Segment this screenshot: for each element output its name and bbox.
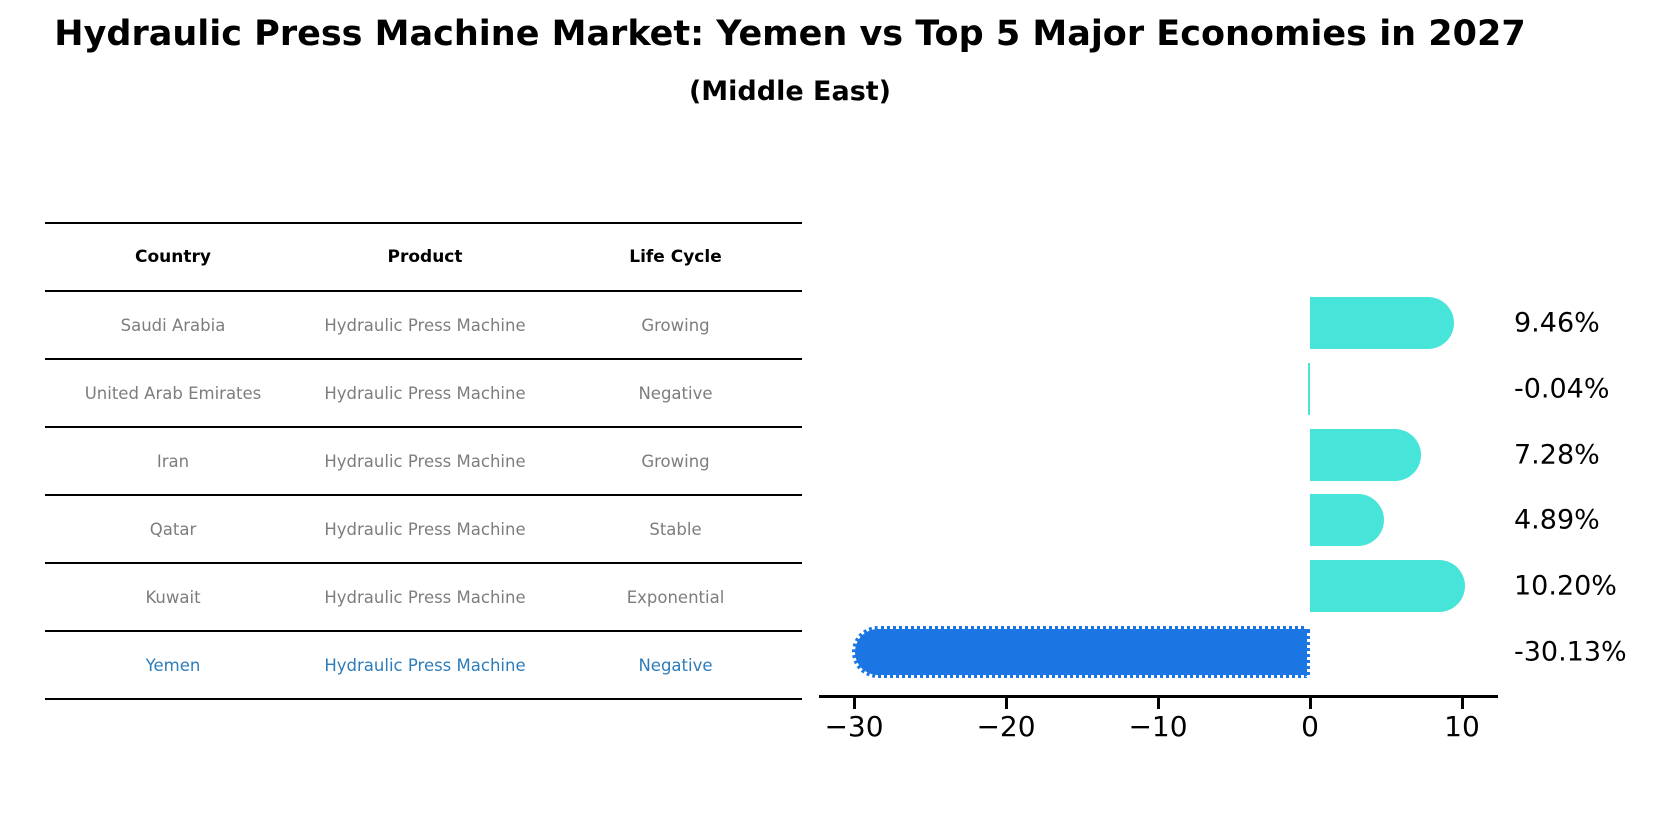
bar-qatar [1310, 494, 1385, 547]
table-row-united-arab-emirates: United Arab Emirates Hydraulic Press Mac… [45, 359, 802, 428]
x-tick-label--20: −20 [976, 710, 1036, 743]
x-tick-mark-10 [1460, 697, 1464, 709]
value-label-kuwait: 10.20% [1514, 570, 1617, 602]
cell-life-cycle: Stable [549, 495, 802, 564]
cell-life-cycle: Exponential [549, 563, 802, 632]
cell-product: Hydraulic Press Machine [301, 427, 549, 496]
bar-iran [1310, 428, 1421, 481]
cell-country: Yemen [45, 631, 301, 700]
cell-product: Hydraulic Press Machine [301, 291, 549, 360]
cell-country: Saudi Arabia [45, 291, 301, 360]
bar-yemen [852, 626, 1310, 678]
x-tick-mark--10 [1156, 697, 1160, 709]
x-axis-line [819, 694, 1498, 698]
cell-country: Kuwait [45, 563, 301, 632]
country-table: Country Product Life Cycle Saudi Arabia … [45, 222, 802, 700]
value-label-iran: 7.28% [1514, 439, 1600, 471]
table-row-kuwait: Kuwait Hydraulic Press Machine Exponenti… [45, 563, 802, 632]
value-label-qatar: 4.89% [1514, 504, 1600, 536]
cell-life-cycle: Growing [549, 427, 802, 496]
chart-subtitle: (Middle East) [688, 76, 892, 107]
table-row-iran: Iran Hydraulic Press Machine Growing [45, 427, 802, 496]
cell-life-cycle: Negative [549, 631, 802, 700]
x-tick-mark-0 [1308, 697, 1312, 709]
cell-life-cycle: Negative [549, 359, 802, 428]
table-row-saudi-arabia: Saudi Arabia Hydraulic Press Machine Gro… [45, 291, 802, 360]
x-tick-mark--30 [852, 697, 856, 709]
cell-product: Hydraulic Press Machine [301, 631, 549, 700]
cell-product: Hydraulic Press Machine [301, 359, 549, 428]
x-tick-label-10: 10 [1444, 710, 1480, 743]
x-tick-label--30: −30 [824, 710, 884, 743]
x-tick-mark--20 [1004, 697, 1008, 709]
table-header-row: Country Product Life Cycle [45, 223, 802, 292]
bar-saudi-arabia [1310, 297, 1454, 349]
header-life-cycle: Life Cycle [549, 223, 802, 292]
value-label-yemen: -30.13% [1514, 636, 1627, 668]
table-row-qatar: Qatar Hydraulic Press Machine Stable [45, 495, 802, 564]
cell-product: Hydraulic Press Machine [301, 563, 549, 632]
cell-country: Iran [45, 427, 301, 496]
value-label-united-arab-emirates: -0.04% [1514, 373, 1610, 405]
x-tick-label-0: 0 [1301, 710, 1319, 743]
table-row-yemen: Yemen Hydraulic Press Machine Negative [45, 631, 802, 700]
bar-united-arab-emirates [1307, 362, 1310, 415]
cell-product: Hydraulic Press Machine [301, 495, 549, 564]
value-label-saudi-arabia: 9.46% [1514, 307, 1600, 339]
x-tick-label--10: −10 [1128, 710, 1188, 743]
cell-life-cycle: Growing [549, 291, 802, 360]
header-country: Country [45, 223, 301, 292]
bar-kuwait [1310, 560, 1466, 613]
chart-title: Hydraulic Press Machine Market: Yemen vs… [54, 14, 1526, 54]
cell-country: United Arab Emirates [45, 359, 301, 428]
header-product: Product [301, 223, 549, 292]
cell-country: Qatar [45, 495, 301, 564]
